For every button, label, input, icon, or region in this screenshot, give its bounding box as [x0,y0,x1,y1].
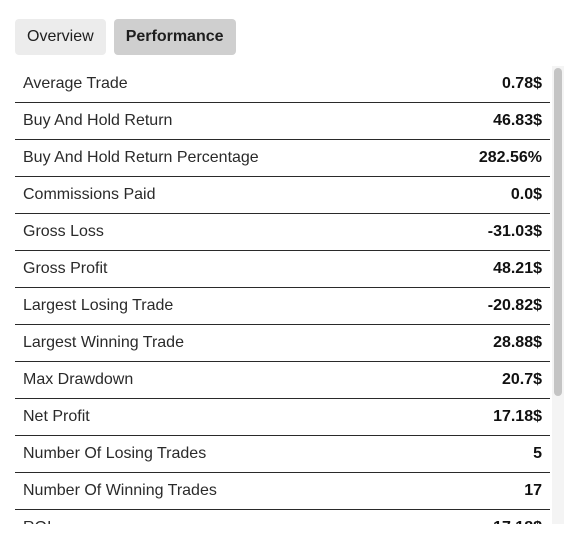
metric-label: Buy And Hold Return [23,112,173,129]
vertical-scrollbar[interactable] [552,66,564,524]
metric-value: 46.83$ [493,112,542,129]
metric-value: 17 [524,482,542,499]
metric-value: -31.03$ [487,223,542,240]
metric-row-average-trade: Average Trade 0.78$ [15,66,550,103]
metric-label: ROI [23,519,51,524]
tab-performance[interactable]: Performance [113,19,236,55]
metric-value: 20.7$ [501,371,542,388]
metric-row-gross-loss: Gross Loss -31.03$ [15,214,550,251]
metric-label: Gross Profit [23,260,108,277]
metric-row-largest-losing-trade: Largest Losing Trade -20.82$ [15,288,550,325]
metric-label: Max Drawdown [23,371,134,388]
tab-overview[interactable]: Overview [15,19,106,55]
metric-value: 0.0$ [510,186,542,203]
metric-row-net-profit: Net Profit 17.18$ [15,399,550,436]
scrollbar-thumb[interactable] [554,68,562,396]
metric-value: 17.18$ [493,519,542,524]
metric-value: 48.21$ [493,260,542,277]
performance-metrics-list: Average Trade 0.78$ Buy And Hold Return … [15,66,550,524]
metric-label: Number Of Winning Trades [23,482,217,499]
metric-value: 17.18$ [493,408,542,425]
metric-row-buy-and-hold-return-percentage: Buy And Hold Return Percentage 282.56% [15,140,550,177]
metric-row-commissions-paid: Commissions Paid 0.0$ [15,177,550,214]
metric-label: Buy And Hold Return Percentage [23,149,259,166]
metric-label: Number Of Losing Trades [23,445,207,462]
metric-row-buy-and-hold-return: Buy And Hold Return 46.83$ [15,103,550,140]
metric-label: Average Trade [23,75,128,92]
metric-value: 0.78$ [501,75,542,92]
metric-row-number-of-winning-trades: Number Of Winning Trades 17 [15,473,550,510]
metric-label: Largest Losing Trade [23,297,174,314]
metric-label: Largest Winning Trade [23,334,184,351]
metric-row-max-drawdown: Max Drawdown 20.7$ [15,362,550,399]
metric-row-roi: ROI 17.18$ [15,510,550,524]
metric-label: Commissions Paid [23,186,156,203]
metric-value: 5 [533,445,542,462]
tab-bar: Overview Performance [15,19,236,55]
metric-row-number-of-losing-trades: Number Of Losing Trades 5 [15,436,550,473]
metric-label: Net Profit [23,408,90,425]
metric-value: 28.88$ [493,334,542,351]
metric-row-gross-profit: Gross Profit 48.21$ [15,251,550,288]
metric-row-largest-winning-trade: Largest Winning Trade 28.88$ [15,325,550,362]
metric-label: Gross Loss [23,223,104,240]
metric-value: 282.56% [478,149,542,166]
metric-value: -20.82$ [487,297,542,314]
